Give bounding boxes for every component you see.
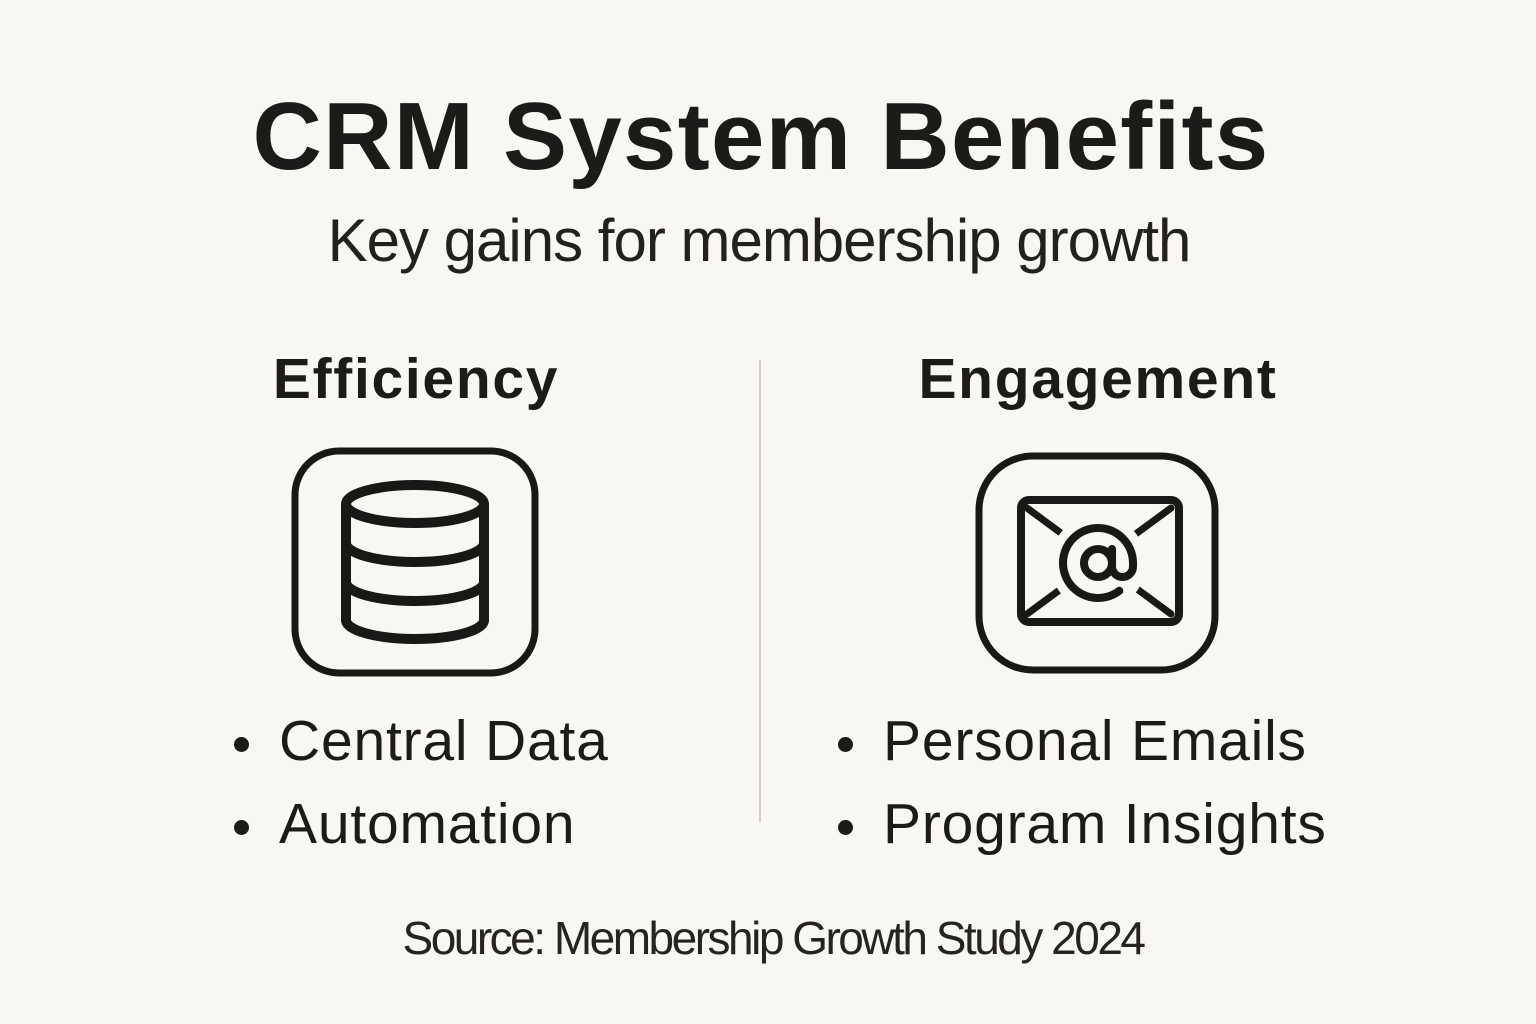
page-title: CRM System Benefits [252,83,1270,190]
bullet-text: Central Data [279,709,609,773]
bullet-list-efficiency: Central Data Automation [234,708,609,857]
bullet-item: Personal Emails [838,708,1327,774]
bullet-text: Personal Emails [883,709,1307,773]
bullet-text: Automation [279,792,576,856]
bullet-dot [838,737,853,752]
bullet-item: Automation [234,791,609,857]
source-note: Source: Membership Growth Study 2024 [402,912,1146,964]
email-at-icon [975,452,1219,679]
column-heading-efficiency: Efficiency [272,347,560,411]
bullet-item: Program Insights [838,791,1327,857]
bullet-list-engagement: Personal Emails Program Insights [838,708,1327,857]
bullet-dot [234,820,249,835]
column-heading-engagement: Engagement [918,347,1278,411]
bullet-dot [838,820,853,835]
bullet-item: Central Data [234,708,609,774]
page-subtitle: Key gains for membership growth [327,207,1192,274]
bullet-dot [234,737,249,752]
bullet-text: Program Insights [883,792,1327,856]
column-divider [759,360,761,822]
database-icon [291,447,539,682]
